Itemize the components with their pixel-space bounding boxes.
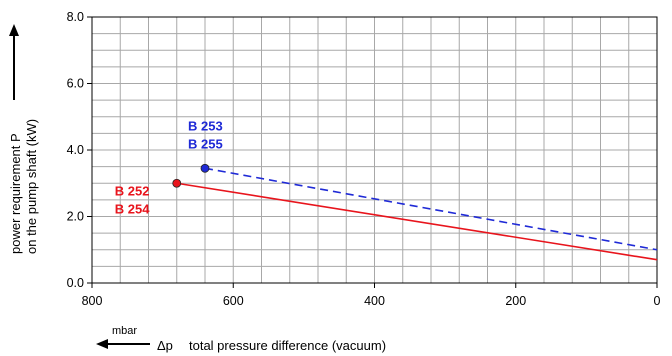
chart-series: B 252 B 254 B 253 B 255: [115, 118, 658, 261]
x-tick-label: 0: [654, 294, 661, 308]
y-tick-label: 2.0: [67, 210, 84, 224]
series-label-1: B 254: [115, 201, 150, 216]
x-tick-label: 200: [505, 294, 526, 308]
series-start-point-1: [172, 178, 182, 188]
series-line-2: [204, 167, 658, 251]
x-tick-label: 800: [82, 294, 103, 308]
tick-labels: 0.0 2.0 4.0 6.0 8.0 800 600 400 200 0: [67, 10, 661, 308]
y-tick-label: 0.0: [67, 276, 84, 290]
x-tick-label: 400: [364, 294, 385, 308]
x-axis-label-group: mbar Δp total pressure difference (vacuu…: [96, 325, 386, 353]
series-label-2: B 253: [188, 118, 223, 133]
series-label-2: B 255: [188, 136, 223, 151]
series-label-1: B 252: [115, 183, 150, 198]
y-tick-label: 8.0: [67, 10, 84, 24]
y-axis-label-line1: power requirement P: [8, 133, 23, 254]
x-axis-arrow-head: [96, 339, 108, 349]
chart-grid: [91, 16, 658, 284]
x-axis-label: total pressure difference (vacuum): [189, 338, 386, 353]
y-tick-label: 6.0: [67, 77, 84, 91]
series-start-point-2: [200, 163, 210, 173]
y-axis-arrow-head: [9, 24, 19, 36]
x-tick-label: 600: [223, 294, 244, 308]
x-axis-symbol: Δp: [157, 338, 173, 353]
y-axis-label-group: power requirement P on the pump shaft (k…: [8, 24, 39, 254]
y-axis-label-line2: on the pump shaft (kW): [24, 119, 39, 254]
y-tick-label: 4.0: [67, 143, 84, 157]
x-axis-unit: mbar: [112, 325, 137, 337]
series-line-1: [176, 182, 658, 261]
